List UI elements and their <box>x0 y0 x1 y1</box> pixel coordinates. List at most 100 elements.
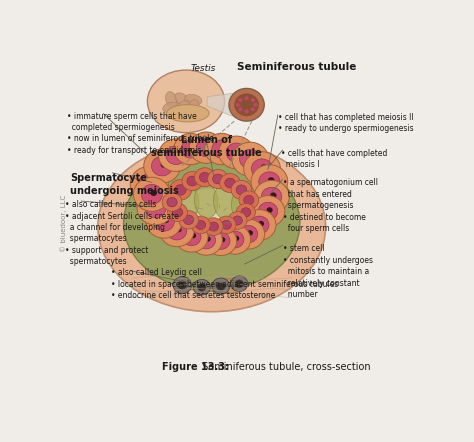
Ellipse shape <box>213 184 237 220</box>
Circle shape <box>251 98 255 102</box>
Circle shape <box>221 220 231 229</box>
Circle shape <box>166 146 186 164</box>
Circle shape <box>194 168 215 187</box>
Text: • cell that has completed meiosis II
• ready to undergo spermiogenesis: • cell that has completed meiosis II • r… <box>278 113 413 133</box>
Text: • cells that have completed
  meiosis I: • cells that have completed meiosis I <box>282 149 388 169</box>
Circle shape <box>266 207 273 213</box>
Circle shape <box>235 280 244 288</box>
Circle shape <box>167 221 187 240</box>
Circle shape <box>244 195 254 205</box>
Circle shape <box>245 96 249 100</box>
Circle shape <box>161 162 167 168</box>
Circle shape <box>225 178 236 188</box>
Circle shape <box>193 279 210 295</box>
Circle shape <box>137 191 174 225</box>
Circle shape <box>226 231 244 248</box>
Circle shape <box>217 282 225 290</box>
Circle shape <box>254 180 289 213</box>
Circle shape <box>174 133 208 165</box>
Circle shape <box>209 222 219 231</box>
Circle shape <box>205 144 211 149</box>
Circle shape <box>141 184 163 204</box>
Circle shape <box>182 228 201 246</box>
Circle shape <box>219 225 251 254</box>
Ellipse shape <box>166 105 209 122</box>
Ellipse shape <box>175 93 190 107</box>
Circle shape <box>220 174 240 193</box>
Ellipse shape <box>98 141 326 312</box>
Circle shape <box>231 180 252 199</box>
Circle shape <box>205 133 238 165</box>
Text: Spermatocyte
undergoing meiosis: Spermatocyte undergoing meiosis <box>70 173 179 196</box>
Circle shape <box>174 151 181 157</box>
Circle shape <box>259 172 280 191</box>
Circle shape <box>175 185 186 195</box>
Circle shape <box>144 149 181 183</box>
Circle shape <box>251 107 255 111</box>
Circle shape <box>270 192 276 198</box>
Circle shape <box>232 219 264 249</box>
Circle shape <box>245 109 249 113</box>
Circle shape <box>235 148 241 154</box>
Circle shape <box>190 145 195 151</box>
Ellipse shape <box>188 99 199 115</box>
Circle shape <box>212 232 230 249</box>
Text: • stem cell
• constantly undergoes
  mitosis to maintain a
  relatively constant: • stem cell • constantly undergoes mitos… <box>283 244 373 299</box>
Circle shape <box>205 226 237 255</box>
Circle shape <box>236 185 247 195</box>
Circle shape <box>152 156 173 176</box>
Circle shape <box>258 202 278 221</box>
Circle shape <box>231 276 248 292</box>
Circle shape <box>163 217 169 223</box>
Text: Lumen of
seminiferous tubule: Lumen of seminiferous tubule <box>151 135 262 158</box>
Circle shape <box>134 177 170 211</box>
Circle shape <box>190 233 196 238</box>
Circle shape <box>197 232 216 249</box>
Circle shape <box>239 191 259 209</box>
Circle shape <box>232 216 242 225</box>
Circle shape <box>190 225 222 255</box>
Circle shape <box>232 142 269 176</box>
Circle shape <box>175 221 208 252</box>
Circle shape <box>173 208 182 217</box>
Circle shape <box>251 196 285 227</box>
Circle shape <box>268 177 274 183</box>
Circle shape <box>178 281 187 290</box>
Circle shape <box>238 98 243 102</box>
Text: • immature sperm cells that have
  completed spermiogenesis
• now in lumen of se: • immature sperm cells that have complet… <box>66 111 214 155</box>
Circle shape <box>212 140 231 158</box>
Circle shape <box>170 179 191 200</box>
Circle shape <box>208 169 228 188</box>
Circle shape <box>145 198 166 218</box>
Ellipse shape <box>155 185 181 222</box>
Circle shape <box>196 139 216 157</box>
Ellipse shape <box>185 94 202 105</box>
Circle shape <box>130 166 168 202</box>
Circle shape <box>239 225 258 243</box>
Circle shape <box>154 203 161 210</box>
Circle shape <box>251 159 273 179</box>
Polygon shape <box>207 93 232 116</box>
Circle shape <box>247 230 253 236</box>
Text: • also called Leydig cell
• located in spaces between adjacent seminiferous tubu: • also called Leydig cell • located in s… <box>110 268 338 300</box>
Circle shape <box>158 139 194 171</box>
Circle shape <box>183 215 194 225</box>
Circle shape <box>244 152 281 186</box>
Circle shape <box>191 216 210 234</box>
Circle shape <box>219 136 254 169</box>
Circle shape <box>154 212 174 231</box>
Ellipse shape <box>124 155 300 291</box>
Circle shape <box>213 174 223 184</box>
Circle shape <box>212 278 230 294</box>
Circle shape <box>228 212 247 229</box>
Circle shape <box>249 155 255 161</box>
Circle shape <box>261 164 267 171</box>
Circle shape <box>204 218 223 236</box>
Circle shape <box>148 179 155 186</box>
Text: • also called nurse cells
• adjacent Sertoli cells create
  a channel for develo: • also called nurse cells • adjacent Ser… <box>65 200 179 267</box>
Ellipse shape <box>147 70 225 133</box>
Circle shape <box>250 216 269 234</box>
Circle shape <box>205 236 211 242</box>
Circle shape <box>241 208 251 217</box>
Text: Seminiferous tubule: Seminiferous tubule <box>237 62 357 72</box>
